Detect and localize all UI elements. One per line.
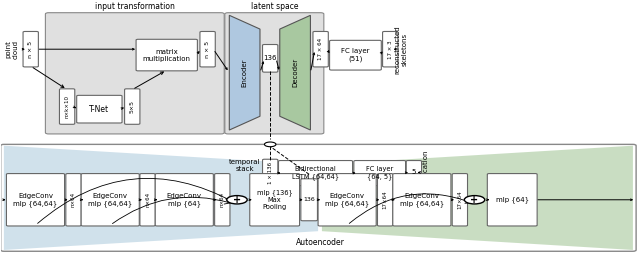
Text: 17×64: 17×64 — [458, 191, 462, 209]
Text: 5: 5 — [412, 169, 416, 175]
FancyBboxPatch shape — [301, 179, 317, 221]
Text: classification: classification — [422, 150, 428, 195]
FancyBboxPatch shape — [23, 32, 38, 67]
Text: Encoder: Encoder — [242, 58, 248, 87]
FancyBboxPatch shape — [378, 174, 393, 226]
Text: n×64: n×64 — [220, 192, 225, 207]
FancyBboxPatch shape — [250, 174, 300, 226]
Text: Decoder: Decoder — [292, 58, 298, 87]
Text: EdgeConv
mlp {64,64}: EdgeConv mlp {64,64} — [325, 193, 369, 207]
FancyBboxPatch shape — [125, 89, 140, 124]
FancyBboxPatch shape — [318, 174, 376, 226]
Text: FC layer
{64, 5}: FC layer {64, 5} — [366, 166, 394, 180]
Text: EdgeConv
mlp {64,64}: EdgeConv mlp {64,64} — [13, 193, 58, 207]
Text: 136: 136 — [264, 55, 277, 61]
FancyBboxPatch shape — [354, 161, 406, 186]
Polygon shape — [229, 15, 260, 130]
Polygon shape — [322, 146, 633, 250]
Text: +: + — [233, 195, 241, 205]
Text: EdgeConv
mlp {64}: EdgeConv mlp {64} — [167, 193, 202, 207]
Polygon shape — [280, 15, 310, 130]
Text: FC layer
(51): FC layer (51) — [341, 48, 370, 62]
FancyBboxPatch shape — [225, 13, 324, 134]
Text: T-Net: T-Net — [90, 105, 109, 114]
Polygon shape — [4, 146, 318, 250]
FancyBboxPatch shape — [136, 39, 197, 71]
Text: Bidirectional
LSTM {64,64}: Bidirectional LSTM {64,64} — [292, 166, 339, 180]
Text: 5×5: 5×5 — [130, 100, 135, 113]
FancyBboxPatch shape — [200, 32, 215, 67]
Text: 17×64: 17×64 — [383, 191, 388, 209]
Text: 136: 136 — [303, 197, 315, 202]
FancyBboxPatch shape — [383, 32, 398, 67]
FancyBboxPatch shape — [66, 174, 81, 226]
Text: +: + — [470, 195, 479, 205]
Text: Autoencoder: Autoencoder — [296, 238, 344, 247]
Text: n×64: n×64 — [145, 192, 150, 207]
FancyBboxPatch shape — [393, 174, 451, 226]
Circle shape — [227, 196, 247, 204]
FancyBboxPatch shape — [487, 174, 537, 226]
FancyBboxPatch shape — [214, 174, 230, 226]
FancyBboxPatch shape — [45, 13, 224, 134]
Text: input transformation: input transformation — [95, 2, 175, 11]
FancyBboxPatch shape — [278, 161, 353, 186]
Text: point
cloud: point cloud — [6, 40, 19, 59]
FancyBboxPatch shape — [6, 174, 65, 226]
FancyBboxPatch shape — [156, 174, 213, 226]
FancyBboxPatch shape — [81, 174, 140, 226]
Text: mlp {64}: mlp {64} — [495, 196, 529, 203]
Text: n×64: n×64 — [71, 192, 76, 207]
Text: n × 5: n × 5 — [205, 41, 210, 58]
FancyBboxPatch shape — [60, 89, 75, 124]
Circle shape — [465, 196, 484, 204]
FancyBboxPatch shape — [313, 32, 328, 67]
FancyBboxPatch shape — [140, 174, 156, 226]
Text: matrix
multiplication: matrix multiplication — [143, 48, 191, 61]
FancyBboxPatch shape — [262, 45, 278, 72]
Text: n × 5: n × 5 — [28, 41, 33, 58]
Text: 17 × 64: 17 × 64 — [318, 38, 323, 60]
Text: EdgeConv
mlp {64,64}: EdgeConv mlp {64,64} — [400, 193, 444, 207]
FancyBboxPatch shape — [406, 161, 422, 184]
Text: mlp {136}
Max
Pooling: mlp {136} Max Pooling — [257, 189, 292, 210]
Text: temporal
stack: temporal stack — [229, 159, 260, 172]
FancyBboxPatch shape — [330, 40, 381, 70]
Text: reconstructed
skeletons: reconstructed skeletons — [395, 25, 408, 73]
FancyBboxPatch shape — [262, 159, 278, 187]
Text: n×k×10: n×k×10 — [65, 95, 70, 118]
Text: EdgeConv
mlp {64,64}: EdgeConv mlp {64,64} — [88, 193, 132, 207]
FancyBboxPatch shape — [452, 174, 467, 226]
Circle shape — [264, 142, 276, 147]
Text: latent space: latent space — [251, 2, 298, 11]
Text: 1 × 136: 1 × 136 — [268, 162, 273, 184]
Text: 17 × 3: 17 × 3 — [388, 40, 393, 59]
FancyBboxPatch shape — [77, 95, 122, 123]
